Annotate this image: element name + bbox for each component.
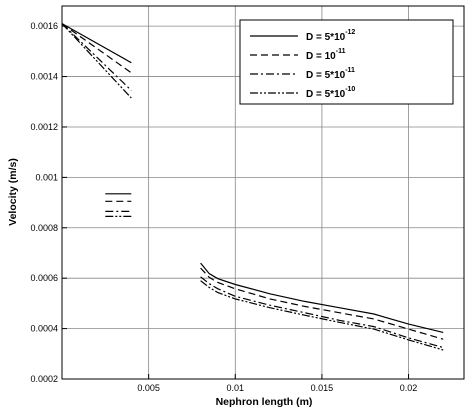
plot-frame — [61, 5, 465, 380]
legend-label-exponent: -11 — [336, 48, 346, 55]
x-axis-title: Nephron length (m) — [216, 396, 313, 408]
series-4-segment-1 — [61, 23, 132, 99]
y-tick-label: 0.0004 — [30, 324, 58, 334]
legend: D = 5*10-12D = 10-11D = 5*10-11D = 5*10-… — [239, 19, 454, 105]
legend-label-4: D = 5*10-10 — [306, 86, 355, 100]
legend-label-exponent: -12 — [345, 29, 355, 36]
axis-ticks: 0.005 0.01 0.015 0.02 0.0002 0.0004 0.0006 0.00… — [30, 21, 417, 393]
legend-box — [239, 19, 454, 105]
series-lines — [61, 23, 444, 351]
legend-label-base: D = 5*10 — [306, 32, 346, 43]
series-4-segment-3 — [200, 280, 444, 351]
y-tick-label: 0.0016 — [30, 21, 58, 31]
y-tick-label: 0.0014 — [30, 72, 58, 82]
x-tick-label: 0.015 — [311, 383, 334, 393]
x-tick-label: 0.01 — [227, 383, 245, 393]
y-tick-label: 0.0002 — [30, 374, 58, 384]
legend-label-base: D = 10 — [306, 51, 336, 62]
legend-label-base: D = 5*10 — [306, 89, 346, 100]
y-axis-title: Velocity (m/s) — [7, 158, 19, 226]
series-3-segment-1 — [61, 23, 132, 91]
legend-label-base: D = 5*10 — [306, 70, 346, 81]
y-tick-label: 0.0006 — [30, 273, 58, 283]
legend-label-1: D = 5*10-12 — [306, 29, 355, 43]
legend-label-3: D = 5*10-11 — [306, 67, 355, 81]
x-tick-label: 0.02 — [400, 383, 418, 393]
y-tick-label: 0.001 — [35, 172, 58, 182]
series-2-segment-1 — [61, 23, 132, 74]
y-tick-label: 0.0012 — [30, 122, 58, 132]
legend-label-exponent: -11 — [345, 67, 355, 74]
x-tick-label: 0.005 — [137, 383, 160, 393]
series-1-segment-3 — [200, 262, 444, 333]
series-2-segment-3 — [200, 267, 444, 340]
legend-label-exponent: -10 — [345, 86, 355, 93]
series-1-segment-1 — [61, 23, 132, 64]
y-tick-label: 0.0008 — [30, 223, 58, 233]
legend-label-2: D = 10-11 — [306, 48, 346, 62]
series-3-segment-3 — [200, 276, 444, 349]
